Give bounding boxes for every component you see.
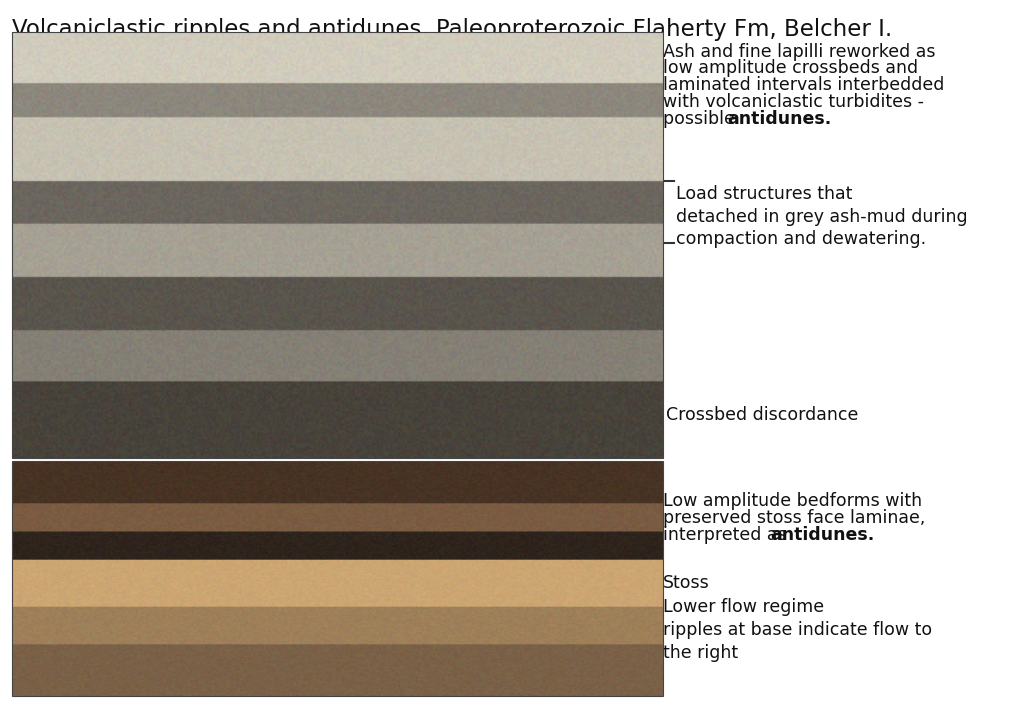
Text: possible: possible: [663, 110, 740, 128]
Text: Ash and fine lapilli reworked as: Ash and fine lapilli reworked as: [663, 43, 935, 60]
Text: Lee: Lee: [299, 657, 332, 674]
Text: interpreted as: interpreted as: [663, 526, 792, 544]
Text: antidunes.: antidunes.: [770, 526, 874, 544]
Text: with volcaniclastic turbidites -: with volcaniclastic turbidites -: [663, 93, 924, 111]
Text: Low amplitude bedforms with: Low amplitude bedforms with: [663, 492, 922, 510]
Text: Stoss: Stoss: [663, 574, 710, 591]
Text: Lower flow regime
ripples at base indicate flow to
the right: Lower flow regime ripples at base indica…: [663, 598, 932, 662]
Text: low amplitude crossbeds and: low amplitude crossbeds and: [663, 60, 918, 77]
Text: Volcaniclastic ripples and antidunes, Paleoproterozoic Flaherty Fm, Belcher I.: Volcaniclastic ripples and antidunes, Pa…: [12, 18, 893, 40]
Text: preserved stoss face laminae,: preserved stoss face laminae,: [663, 509, 925, 527]
Text: Load structures that
detached in grey ash-mud during
compaction and dewatering.: Load structures that detached in grey as…: [676, 185, 968, 248]
Text: antidunes.: antidunes.: [727, 110, 831, 128]
Text: laminated intervals interbedded: laminated intervals interbedded: [663, 77, 944, 94]
Text: Crossbed discordance: Crossbed discordance: [666, 406, 858, 425]
